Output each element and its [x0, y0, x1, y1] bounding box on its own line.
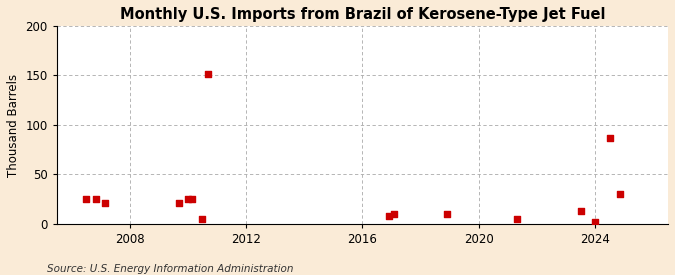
Point — [90, 197, 101, 202]
Point — [182, 197, 193, 202]
Point — [202, 72, 213, 77]
Point — [187, 197, 198, 202]
Y-axis label: Thousand Barrels: Thousand Barrels — [7, 73, 20, 177]
Point — [99, 201, 110, 205]
Point — [575, 209, 586, 213]
Point — [80, 197, 91, 202]
Point — [389, 212, 400, 216]
Point — [604, 136, 615, 140]
Point — [615, 192, 626, 197]
Point — [590, 220, 601, 224]
Point — [383, 214, 394, 218]
Point — [441, 212, 452, 216]
Point — [197, 217, 208, 221]
Point — [511, 217, 522, 221]
Title: Monthly U.S. Imports from Brazil of Kerosene-Type Jet Fuel: Monthly U.S. Imports from Brazil of Kero… — [119, 7, 605, 22]
Text: Source: U.S. Energy Information Administration: Source: U.S. Energy Information Administ… — [47, 264, 294, 274]
Point — [173, 201, 184, 205]
